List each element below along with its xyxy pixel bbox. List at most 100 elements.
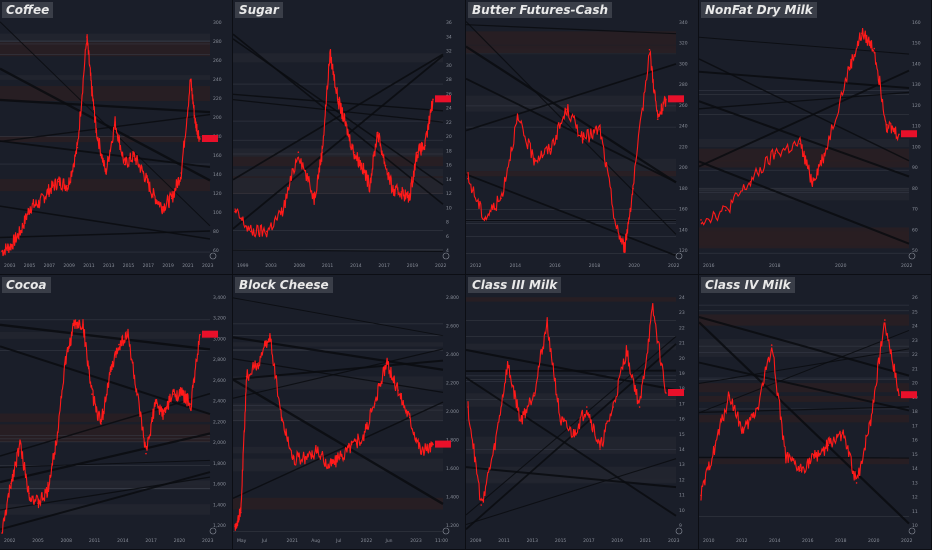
- x-tick-label: 2003: [265, 263, 277, 269]
- zone-band: [699, 231, 909, 249]
- y-tick-label: 23: [912, 338, 918, 344]
- y-tick-label: 2,400: [213, 399, 226, 405]
- data-point: [799, 142, 801, 145]
- price-series-line: [700, 322, 900, 501]
- data-point: [127, 333, 129, 336]
- y-tick-label: 90: [912, 165, 918, 171]
- zone-band: [233, 342, 443, 347]
- data-point: [656, 118, 659, 120]
- x-tick-label: 2016: [703, 263, 715, 269]
- y-tick-label: 3,000: [213, 336, 226, 342]
- trend-line: [0, 432, 211, 484]
- y-tick-label: 28: [446, 77, 452, 83]
- y-tick-label: 20: [446, 134, 452, 140]
- trend-line: [466, 173, 677, 257]
- data-point: [145, 452, 147, 455]
- x-tick-label: 2022: [901, 538, 913, 544]
- data-point: [546, 322, 548, 324]
- x-tick-label: 2016: [802, 538, 814, 544]
- y-tick-label: 15: [912, 452, 918, 458]
- price-series-line: [467, 49, 667, 254]
- zone-band: [699, 314, 909, 326]
- data-point: [493, 448, 496, 450]
- data-point: [566, 108, 568, 111]
- data-point: [823, 152, 826, 155]
- zone-band: [0, 413, 210, 422]
- data-point: [304, 457, 306, 459]
- data-point: [180, 172, 182, 174]
- y-tick-label: 21: [679, 341, 685, 347]
- x-tick-label: 2016: [549, 263, 561, 269]
- panel-title: Class IV Milk: [701, 277, 795, 293]
- trend-line: [699, 36, 910, 55]
- chart-svg: 1,200 1,400 1,600 1,800 2,000 2,200 2,400 2,600…: [0, 295, 226, 544]
- price-series-line: [234, 333, 434, 531]
- y-tick-label: 280: [679, 82, 688, 88]
- y-tick-label: 1,200: [213, 523, 226, 529]
- y-tick-label: 1.400: [446, 495, 459, 501]
- data-point: [384, 164, 387, 167]
- data-point: [572, 434, 575, 436]
- chart-svg: 1.200 1.400 1.600 1.800 2.000 2.200 2.400 2.600…: [233, 295, 459, 544]
- x-tick-label: 2022: [361, 538, 373, 544]
- trend-line: [466, 336, 677, 516]
- trend-line: [699, 406, 910, 414]
- trend-line: [0, 323, 211, 351]
- last-price-badge: [668, 95, 684, 103]
- x-tick-label: 2020: [835, 263, 847, 269]
- settings-icon: [442, 252, 450, 260]
- data-point: [785, 457, 787, 459]
- y-tick-label: 200: [213, 115, 222, 121]
- data-point: [632, 187, 634, 190]
- data-point: [163, 413, 165, 415]
- x-tick-label: 2005: [24, 263, 36, 269]
- y-tick-label: 100: [912, 144, 921, 150]
- y-tick-label: 60: [213, 248, 219, 254]
- trend-line: [233, 249, 444, 253]
- y-tick-label: 280: [213, 39, 222, 45]
- data-point: [533, 392, 535, 394]
- data-point: [827, 444, 830, 447]
- last-price-badge: [435, 95, 451, 103]
- data-point: [189, 78, 192, 81]
- data-point: [265, 230, 268, 233]
- price-series-line: [1, 34, 201, 257]
- y-tick-label: 70: [912, 207, 918, 213]
- data-point: [114, 121, 116, 123]
- zone-band: [699, 395, 909, 402]
- x-tick-label: 2018: [589, 263, 601, 269]
- data-point: [506, 364, 509, 366]
- y-tick-label: 2,800: [213, 357, 226, 363]
- zone-band: [699, 138, 909, 148]
- y-tick-label: 24: [679, 295, 685, 301]
- data-point: [424, 144, 426, 147]
- y-tick-label: 150: [912, 41, 921, 47]
- data-point: [67, 184, 69, 187]
- y-tick-label: 1.800: [446, 438, 459, 444]
- data-point: [64, 363, 66, 366]
- data-point: [73, 323, 75, 326]
- zone-band: [699, 458, 909, 465]
- trend-line: [699, 69, 910, 168]
- data-point: [742, 431, 745, 434]
- data-point: [376, 131, 379, 134]
- zone-band: [0, 480, 210, 489]
- y-tick-label: 14: [446, 177, 452, 183]
- x-tick-label: 2015: [123, 263, 135, 269]
- data-point: [432, 443, 434, 446]
- data-point: [82, 323, 84, 326]
- trend-line: [233, 33, 444, 205]
- data-point: [1, 250, 3, 252]
- data-point: [397, 389, 399, 391]
- y-tick-label: 34: [446, 34, 452, 40]
- data-point: [884, 319, 886, 321]
- zone-band: [699, 160, 909, 168]
- data-point: [799, 469, 801, 472]
- y-tick-label: 14: [679, 447, 685, 453]
- trend-line: [699, 456, 910, 459]
- y-tick-label: 4: [446, 248, 449, 254]
- y-tick-label: 9: [679, 523, 682, 529]
- y-tick-label: 240: [679, 124, 688, 130]
- x-tick-label: Jul: [335, 538, 341, 544]
